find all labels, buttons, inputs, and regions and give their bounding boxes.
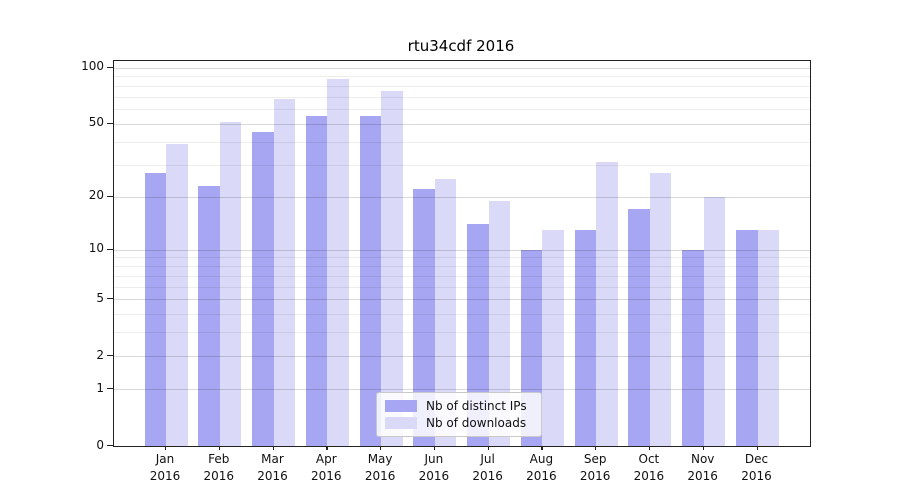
y-tick-mark [107, 445, 113, 447]
y-gridline-major [114, 196, 810, 198]
bar-downloads [488, 200, 511, 446]
chart-title: rtu34cdf 2016 [407, 37, 515, 55]
bar-downloads [273, 99, 295, 446]
y-gridline-major [114, 299, 810, 301]
bar-downloads [542, 229, 564, 446]
x-tick-mark [487, 446, 489, 450]
bar-distinct-ips [144, 172, 166, 446]
legend-swatch-downloads [385, 417, 417, 429]
x-tick-label: Oct 2016 [633, 452, 665, 483]
y-tick-label: 50 [88, 115, 104, 130]
bar-distinct-ips [305, 116, 328, 446]
y-gridline-minor [114, 265, 810, 267]
bar-distinct-ips [359, 116, 382, 446]
y-tick-label: 10 [88, 241, 104, 255]
y-gridline-minor [114, 332, 810, 334]
x-tick-mark [702, 446, 704, 450]
x-tick-label: Sep 2016 [579, 452, 611, 483]
x-tick-label: May 2016 [364, 452, 396, 483]
y-tick-mark [107, 298, 113, 300]
x-tick-label: Dec 2016 [741, 452, 772, 483]
plot-area [113, 60, 811, 447]
x-tick-label: Jun 2016 [418, 452, 450, 483]
y-gridline-major [114, 249, 810, 251]
y-gridline-minor [114, 109, 810, 111]
y-gridline-major [114, 123, 810, 125]
bar-distinct-ips [252, 132, 274, 446]
y-gridline-minor [114, 76, 810, 78]
x-tick-label: Jan 2016 [149, 452, 181, 483]
x-tick-mark [433, 446, 436, 450]
x-tick-mark [380, 446, 382, 450]
x-tick-mark [326, 446, 328, 450]
x-tick-mark [218, 446, 221, 450]
x-tick-mark [272, 446, 274, 450]
bar-downloads [757, 229, 779, 446]
x-tick-label: Mar 2016 [257, 452, 288, 483]
x-tick-label: Apr 2016 [311, 452, 342, 483]
y-tick-label: 100 [81, 59, 104, 74]
x-tick-mark [756, 446, 758, 450]
y-tick-label: 0 [96, 437, 104, 452]
legend-label-distinct-ips: Nb of distinct IPs [426, 399, 527, 413]
y-tick-mark [107, 195, 113, 197]
bar-downloads [703, 196, 726, 446]
y-gridline-minor [114, 164, 810, 166]
y-gridline-minor [114, 257, 810, 259]
bar-distinct-ips [736, 229, 758, 446]
x-tick-mark [595, 446, 597, 450]
legend-item-distinct-ips: Nb of distinct IPs [385, 398, 533, 414]
y-gridline-major [114, 389, 810, 391]
legend-swatch-distinct-ips [385, 400, 417, 412]
bar-downloads [596, 162, 618, 446]
y-gridline-minor [114, 141, 810, 143]
bar-downloads [166, 143, 188, 446]
bar-downloads [649, 172, 672, 446]
y-gridline-minor [114, 85, 810, 87]
y-tick-label: 20 [88, 188, 104, 202]
bar-distinct-ips [628, 209, 650, 446]
y-gridline-minor [114, 275, 810, 277]
y-tick-mark [107, 248, 113, 250]
y-tick-label: 1 [96, 380, 104, 395]
y-gridline-major [114, 67, 810, 69]
y-tick-mark [107, 388, 113, 390]
x-tick-mark [648, 446, 651, 450]
y-tick-label: 2 [96, 347, 104, 362]
bar-downloads [434, 179, 457, 446]
x-tick-label: Nov 2016 [687, 452, 718, 483]
y-tick-mark [107, 355, 113, 357]
y-tick-mark [107, 122, 113, 125]
legend: Nb of distinct IPs Nb of downloads [376, 392, 542, 437]
y-tick-mark [107, 66, 113, 69]
x-tick-label: Aug 2016 [526, 452, 557, 483]
legend-label-downloads: Nb of downloads [426, 416, 527, 430]
x-tick-label: Feb 2016 [203, 452, 235, 483]
y-tick-label: 5 [96, 290, 104, 305]
bar-distinct-ips [574, 229, 597, 446]
bar-distinct-ips [198, 185, 220, 446]
y-gridline-major [114, 356, 810, 357]
bar-downloads [327, 79, 349, 446]
legend-item-downloads: Nb of downloads [385, 415, 533, 431]
bar-distinct-ips [682, 249, 704, 446]
y-gridline-minor [114, 286, 810, 288]
y-gridline-minor [114, 96, 810, 98]
bar-distinct-ips [413, 189, 435, 446]
x-tick-label: Jul 2016 [472, 452, 503, 483]
x-tick-mark [541, 446, 543, 450]
bar-downloads [381, 91, 403, 446]
y-gridline-minor [114, 314, 810, 316]
x-tick-mark [165, 446, 167, 450]
bar-distinct-ips [467, 224, 489, 446]
bar-downloads [219, 122, 242, 446]
